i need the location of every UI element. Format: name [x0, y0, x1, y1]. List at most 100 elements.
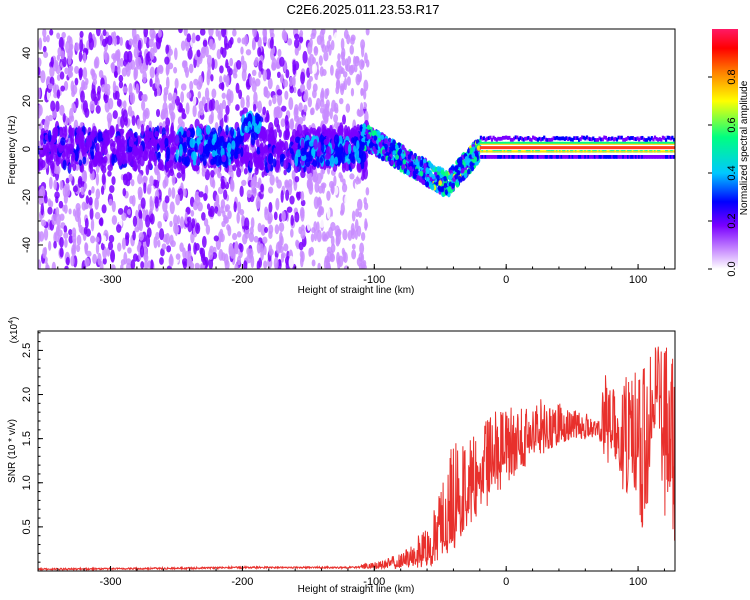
spectrogram-cell: [357, 225, 362, 237]
spectrogram-cell: [520, 155, 524, 159]
spectrogram-cell: [243, 34, 249, 47]
spectrogram-cell: [173, 92, 177, 100]
spectrogram-cell: [663, 141, 666, 145]
spectrogram-cell: [71, 244, 77, 257]
colorbar-tick-label: 0.4: [726, 165, 738, 180]
y-tick-label: 20: [21, 95, 33, 107]
spectrogram-cell: [598, 136, 601, 141]
spectrogram-cell: [101, 84, 106, 93]
colorbar-tick-label: 0.8: [726, 69, 738, 84]
spectrogram-cell: [89, 207, 94, 220]
spectrogram-cell: [280, 75, 284, 84]
colorbar-ramp: [712, 29, 738, 269]
spectrogram-cell: [303, 104, 308, 113]
spectrogram-cell: [192, 95, 197, 106]
spectrogram-cell: [225, 105, 230, 116]
spectrogram-cell: [52, 132, 57, 141]
spectrogram-cell: [335, 229, 341, 238]
spectrogram-cell: [544, 155, 547, 159]
spectrogram-cell: [325, 231, 330, 240]
spectrogram-cell: [568, 155, 571, 159]
spectrogram-cell: [342, 228, 348, 241]
spectrogram-cell: [127, 247, 132, 254]
spectrogram-cell: [298, 36, 304, 44]
spectrogram-cell: [93, 58, 98, 69]
spectrogram-cell: [84, 257, 90, 267]
spectrogram-cell: [295, 239, 299, 248]
spectrogram-cell: [199, 152, 204, 162]
spectrogram-cell: [650, 155, 653, 159]
spectrogram-cell: [249, 75, 253, 87]
spectrogram-cell: [275, 61, 280, 70]
spectrogram-cell: [252, 29, 257, 38]
spectrogram-cell: [547, 155, 551, 159]
spectrogram-cell: [179, 52, 184, 59]
spectrogram-cell: [364, 128, 369, 135]
spectrogram-cell: [517, 155, 520, 159]
spectrogram-cell: [292, 128, 297, 139]
spectrogram-cell: [241, 179, 247, 187]
spectrogram-cell: [60, 85, 66, 92]
spectrogram-cell: [274, 224, 280, 235]
spectrogram-cell: [457, 161, 462, 168]
spectrogram-cell: [192, 104, 197, 118]
spectrogram-cell: [311, 127, 317, 135]
spectrogram-cell: [351, 210, 356, 222]
spectrogram-cell: [487, 155, 490, 159]
spectrogram-cell: [492, 155, 495, 159]
spectrogram-cell: [68, 126, 72, 136]
spectrogram-cell: [182, 188, 187, 197]
spectrogram-cell: [603, 141, 606, 145]
spectrogram-cell: [647, 155, 650, 159]
spectrogram-cell: [85, 195, 90, 205]
spectrogram-cell: [333, 134, 340, 146]
spectrogram-cell: [214, 99, 220, 111]
spectrogram-cell: [278, 129, 282, 138]
spectrogram-cell: [601, 141, 604, 145]
spectrogram-cell: [249, 226, 254, 235]
spectrogram-cell: [338, 124, 344, 136]
spectrogram-cell: [174, 223, 179, 237]
spectrogram-cell: [232, 29, 237, 37]
spectrogram-cell: [44, 195, 48, 204]
spectrogram-cell: [495, 137, 498, 142]
spectrogram-cell: [102, 38, 107, 48]
spectrogram-cell: [287, 38, 293, 46]
spectrogram-cell: [372, 146, 376, 152]
spectrogram-cell: [584, 136, 587, 141]
spectrogram-cell: [235, 245, 239, 255]
spectrogram-cell: [86, 250, 92, 257]
spectrogram-cell: [137, 39, 142, 51]
spectrogram-cell: [318, 206, 325, 216]
spectrogram-cell: [457, 175, 462, 182]
spectrogram-cell: [549, 141, 552, 145]
spectrogram-cell: [625, 137, 628, 141]
spectrogram-cell: [155, 231, 160, 241]
spectrogram-cell: [530, 155, 533, 159]
spectrogram-cell: [168, 187, 172, 198]
spectrogram-cell: [136, 56, 142, 70]
spectrogram-cell: [243, 153, 249, 165]
spectrogram-cell: [330, 64, 334, 76]
spectrogram-cell: [197, 91, 202, 99]
y-tick-label: 2.0: [21, 387, 33, 402]
spectrogram-cell: [184, 66, 190, 79]
spectrogram-cell: [454, 173, 459, 180]
spectrogram-cell: [78, 68, 83, 81]
spectrogram-cell: [558, 136, 562, 141]
spectrogram-cell: [639, 136, 642, 141]
spectrogram-cell: [299, 250, 304, 259]
spectrogram-cell: [127, 146, 133, 153]
spectrogram-cell: [600, 155, 603, 159]
spectrogram-cell: [283, 159, 289, 170]
spectrogram-cell: [384, 138, 388, 144]
spectrogram-cell: [230, 177, 234, 190]
spectrogram-cell: [125, 64, 130, 73]
spectrogram-cell: [178, 143, 183, 157]
snr-x-ticks: -300 -200 -100 0 100: [57, 566, 665, 588]
spectrogram-cell: [179, 137, 184, 144]
spectrogram-cell: [62, 159, 67, 171]
spectrogram-cell: [486, 136, 489, 141]
spectrogram-cell: [64, 67, 69, 75]
spectrogram-cell: [326, 207, 331, 220]
